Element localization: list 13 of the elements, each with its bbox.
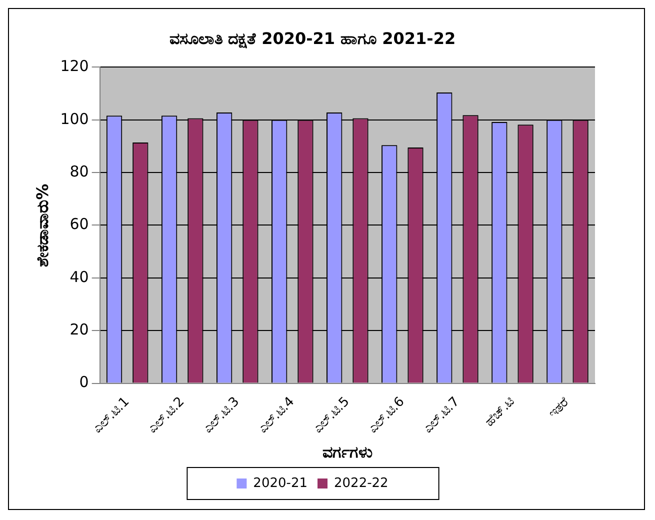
y-tick-label: 20 xyxy=(70,320,89,338)
y-axis-title: ಶೇಕಡಾವಾರು% xyxy=(32,184,52,267)
y-tick-label: 60 xyxy=(70,215,89,234)
y-tick-label: 120 xyxy=(60,57,89,76)
y-tick-label: 0 xyxy=(79,373,89,392)
legend-label: 2022-22 xyxy=(334,476,388,491)
x-axis-title: ವರ್ಗಗಳು xyxy=(322,442,372,462)
chart-title: ವಸೂಲಾತಿ ದಕ್ಷತೆ 2020-21 ಹಾಗೂ 2021-22 xyxy=(169,28,456,48)
y-tick-label: 40 xyxy=(70,268,89,286)
legend-label: 2020-21 xyxy=(253,476,308,491)
y-tick-label: 80 xyxy=(70,162,89,180)
x-tick-label: ಇತರೆ xyxy=(546,394,573,422)
y-tick-label: 100 xyxy=(60,110,89,128)
